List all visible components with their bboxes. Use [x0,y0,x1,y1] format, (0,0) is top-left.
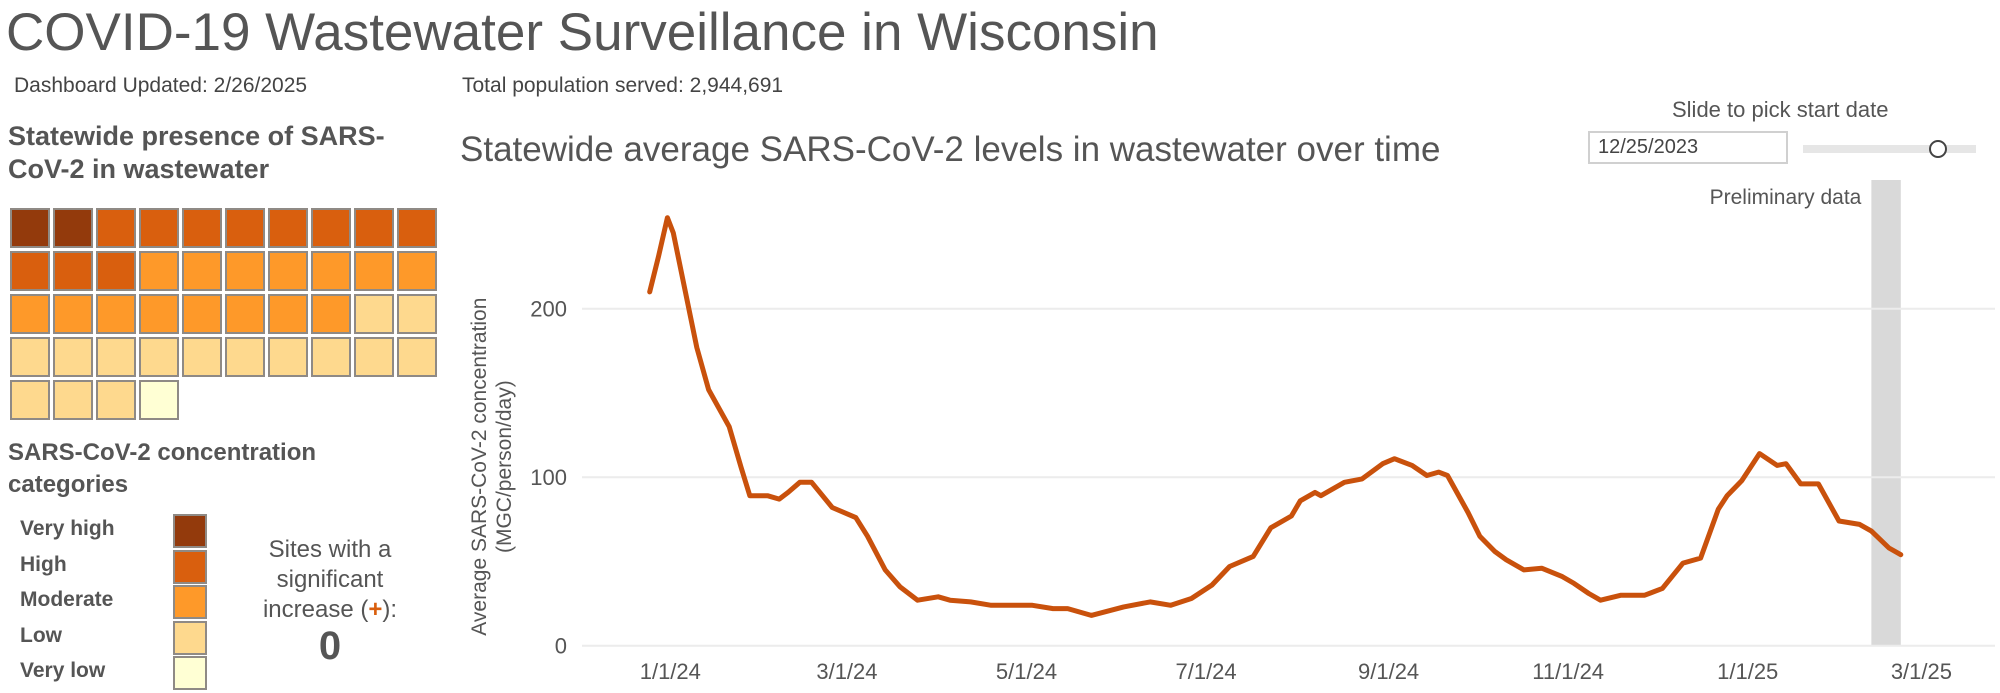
site-square[interactable] [10,208,50,248]
site-square[interactable] [311,251,351,291]
dashboard-title: COVID-19 Wastewater Surveillance in Wisc… [6,3,1159,62]
site-square[interactable] [397,337,437,377]
y-tick-label: 0 [555,634,567,659]
site-square[interactable] [354,337,394,377]
site-square[interactable] [10,380,50,420]
site-square[interactable] [225,337,265,377]
y-tick-label: 100 [530,465,567,490]
x-tick-label: 11/1/24 [1532,659,1604,684]
preliminary-label: Preliminary data [1710,186,1862,209]
y-axis-label-line: Average SARS-CoV-2 concentration [468,298,491,636]
x-tick-label: 1/1/24 [640,659,701,684]
site-square[interactable] [53,337,93,377]
plus-icon: + [368,596,383,623]
legend-label: High [20,552,67,576]
x-tick-label: 3/1/25 [1891,659,1952,684]
preliminary-band [1871,180,1901,646]
y-tick-label: 200 [530,297,567,322]
site-square[interactable] [53,208,93,248]
y-axis-label-line: (MGC/person/day) [493,380,516,553]
slider-handle[interactable] [1928,140,1947,158]
site-square[interactable] [354,208,394,248]
site-square[interactable] [225,251,265,291]
site-square[interactable] [10,294,50,334]
start-date-input[interactable] [1588,131,1788,164]
site-square[interactable] [397,251,437,291]
slider-label: Slide to pick start date [1672,97,1889,122]
legend-label: Very high [20,517,115,540]
site-square[interactable] [53,380,93,420]
site-square[interactable] [268,337,308,377]
site-square[interactable] [311,337,351,377]
site-square[interactable] [268,294,308,334]
site-square[interactable] [10,337,50,377]
site-square[interactable] [311,294,351,334]
legend-swatch [173,656,207,690]
start-date-slider[interactable] [1803,145,1976,153]
sites-increase-label: Sites with a significant increase (+): [240,535,420,625]
legend-label: Moderate [20,588,114,611]
chart-title: Statewide average SARS-CoV-2 levels in w… [460,130,1441,169]
sites-text: Sites with a significant increase ( [262,536,392,623]
site-square[interactable] [96,251,136,291]
site-square[interactable] [268,251,308,291]
site-square[interactable] [225,294,265,334]
x-tick-label: 3/1/24 [816,659,877,684]
x-tick-label: 1/1/25 [1717,659,1778,684]
site-square[interactable] [53,294,93,334]
site-square[interactable] [96,294,136,334]
site-square[interactable] [139,337,179,377]
site-square[interactable] [397,294,437,334]
x-tick-label: 5/1/24 [996,659,1057,684]
site-square[interactable] [96,337,136,377]
legend-swatch [173,620,207,655]
site-square[interactable] [311,208,351,248]
legend-label: Low [20,623,62,647]
site-square[interactable] [268,208,308,248]
legend-swatch [173,549,207,584]
site-square[interactable] [182,251,222,291]
population-served: Total population served: 2,944,691 [462,74,784,97]
site-square[interactable] [397,208,437,248]
site-square[interactable] [10,251,50,291]
y-axis-label: Average SARS-CoV-2 concentration(MGC/per… [468,298,516,636]
site-square[interactable] [139,380,179,420]
legend-label: Very low [20,659,106,682]
line-chart: Preliminary data 0 100 200 1/1/24 3/1/24 5/1/2… [468,180,1995,684]
dashboard-updated: Dashboard Updated: 2/26/2025 [14,74,308,97]
site-square[interactable] [139,294,179,334]
site-square[interactable] [225,208,265,248]
site-square[interactable] [354,251,394,291]
site-square[interactable] [354,294,394,334]
site-square[interactable] [182,208,222,248]
site-square[interactable] [182,294,222,334]
statewide-presence-heading: Statewide presence of SARS-CoV-2 in wast… [8,121,385,184]
legend-swatch [173,514,207,548]
x-tick-label: 9/1/24 [1358,659,1419,684]
site-square[interactable] [96,380,136,420]
site-square[interactable] [182,337,222,377]
site-square[interactable] [53,251,93,291]
x-tick-label: 7/1/24 [1175,659,1236,684]
site-square[interactable] [139,208,179,248]
sites-increase-count: 0 [318,624,342,668]
series-line [647,215,1904,618]
sites-text-end: ): [382,596,398,623]
site-square[interactable] [139,251,179,291]
site-square[interactable] [96,208,136,248]
categories-heading: SARS-CoV-2 concentration categories [8,439,317,498]
legend-swatch [173,585,207,619]
